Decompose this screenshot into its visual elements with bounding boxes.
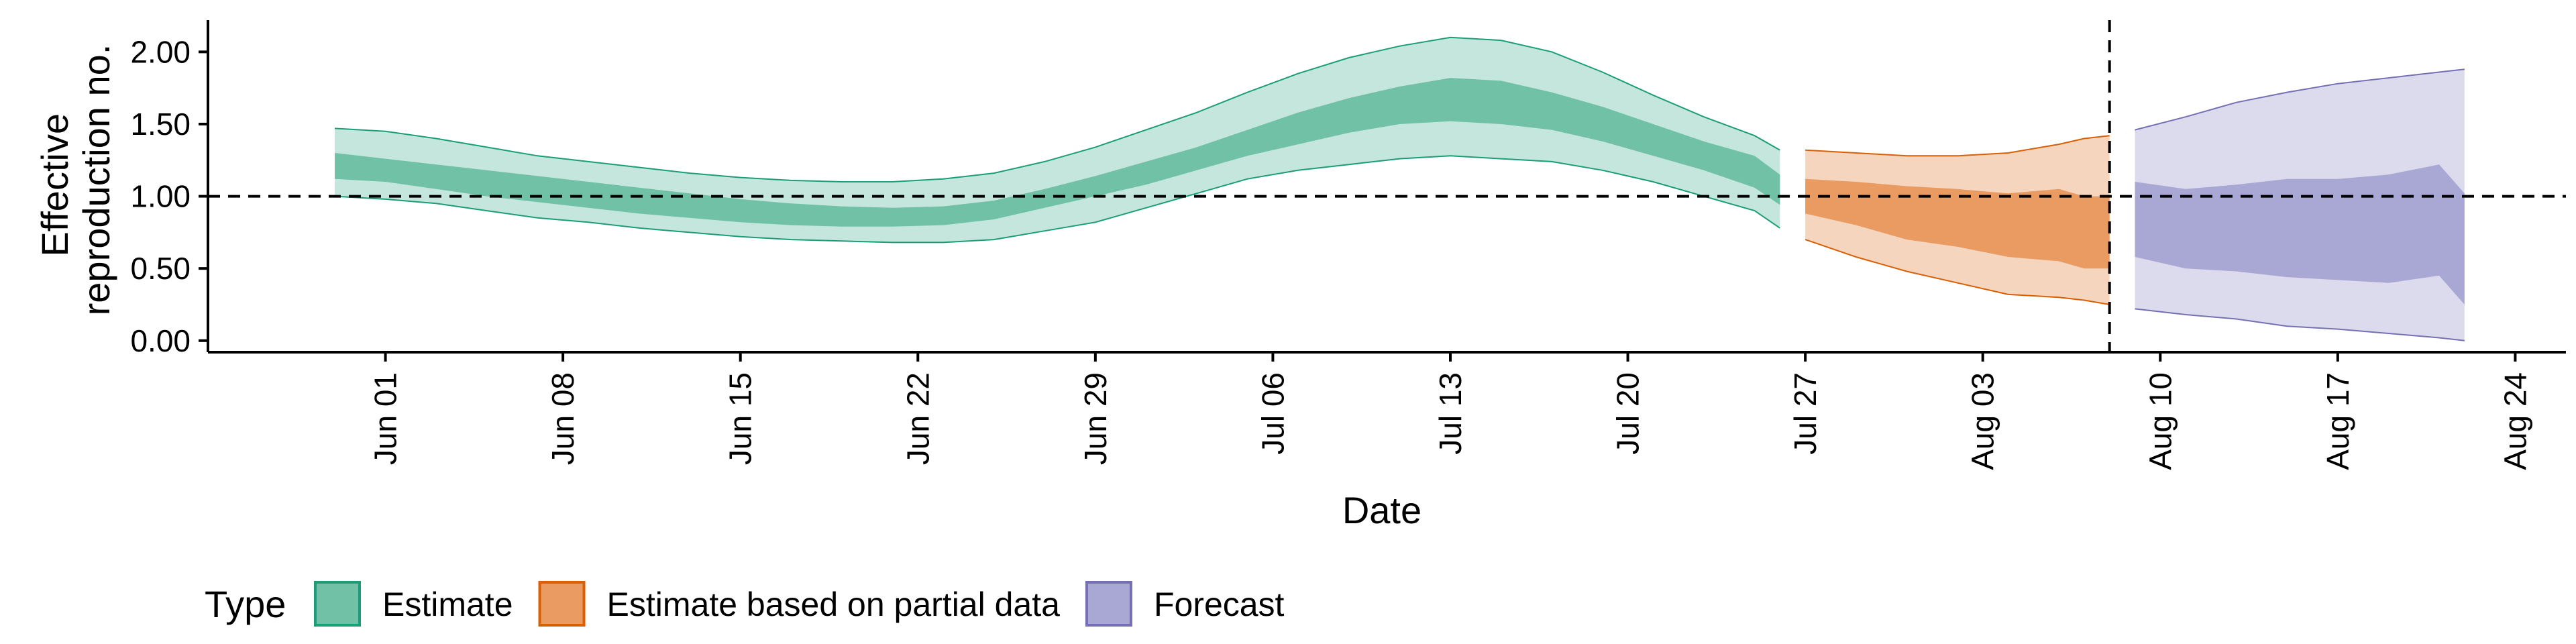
reference-lines [208,20,2566,352]
estimate-based-on-partial-data-lower-edge [1805,239,2110,305]
x-tick-label: Jun 15 [723,372,758,465]
y-axis-title-line-2: reproduction no. [75,44,117,316]
x-tick-label: Jul 06 [1255,372,1290,455]
estimate-based-on-partial-data-upper-edge [1805,135,2110,157]
estimate-inner-band [335,78,1780,227]
estimate-based-on-partial-data-inner-band [1805,178,2110,269]
y-tick-label: 2.00 [130,34,191,69]
legend-title: Type [205,583,286,625]
x-tick-label: Jun 22 [900,372,935,465]
forecast-lower-edge [2135,308,2465,341]
y-axis-title-line-1: Effective [34,113,76,257]
x-tick-label: Aug 10 [2143,372,2178,470]
y-axis-title: Effective reproduction no. [34,44,117,316]
x-tick-label: Jul 27 [1788,372,1823,455]
y-tick-label: 1.00 [130,179,191,214]
forecast-upper-edge [2135,68,2465,131]
estimate-outer-band [335,37,1780,243]
legend-swatch [1085,581,1132,627]
x-axis-title: Date [1342,489,1421,531]
x-tick-label: Aug 24 [2498,372,2532,470]
x-tick-label: Jun 08 [545,372,580,465]
y-tick-label: 0.50 [130,251,191,286]
y-tick-label: 1.50 [130,107,191,142]
axes [207,20,2566,354]
forecast-inner-band [2135,164,2465,305]
x-tick-label: Jul 13 [1433,372,1468,455]
tick-labels: 0.00 0.50 1.00 1.50 2.00 Jun 01 Jun 08 Jun 15 Ju… [130,34,2532,470]
y-tick-label: 0.00 [130,323,191,358]
legend: Type Estimate Estimate based on partial d… [205,581,1285,627]
x-tick-label: Aug 17 [2320,372,2355,470]
x-tick-label: Jun 01 [368,372,403,465]
bands-layer [334,36,2465,341]
estimate-upper-edge [334,36,1780,182]
legend-label: Forecast [1154,586,1285,623]
x-tick-label: Jun 29 [1078,372,1113,465]
estimate-lower-edge [334,155,1780,244]
legend-swatch [538,581,586,627]
legend-label: Estimate [382,586,513,623]
legend-swatch [314,581,361,627]
legend-label: Estimate based on partial data [607,586,1061,623]
x-tick-label: Aug 03 [1966,372,2000,470]
x-tick-label: Jul 20 [1611,372,1646,455]
